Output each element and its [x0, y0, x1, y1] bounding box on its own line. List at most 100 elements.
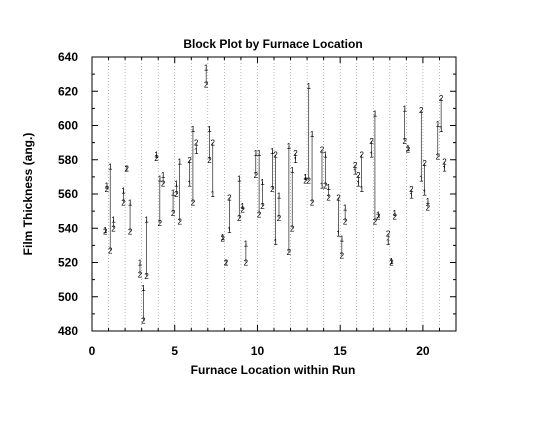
data-point-marker: 2 — [171, 209, 176, 218]
data-point-marker: 2 — [108, 247, 113, 256]
data-point-marker: 2 — [227, 193, 232, 202]
data-point-marker: 1 — [207, 125, 212, 134]
data-point-marker: 2 — [105, 185, 110, 194]
data-point-marker: 1 — [303, 173, 308, 182]
data-point-marker: 1 — [336, 229, 341, 238]
y-axis-label: Film Thickness (ang.) — [21, 133, 35, 256]
data-point-marker: 1 — [161, 171, 166, 180]
data-point-marker: 2 — [128, 228, 133, 237]
data-point-marker: 1 — [108, 163, 113, 172]
x-tick-label: 20 — [416, 344, 430, 358]
data-point-marker: 2 — [406, 145, 411, 154]
data-point-marker: 1 — [393, 209, 398, 218]
data-point-marker: 1 — [419, 175, 424, 184]
x-tick-label: 5 — [171, 344, 178, 358]
data-point-marker: 1 — [237, 175, 242, 184]
data-point-marker: 2 — [194, 139, 199, 148]
y-tick-label: 520 — [58, 256, 78, 270]
y-tick-label: 500 — [58, 290, 78, 304]
axis-layer: 0 5 10 15 20 480 500 520 540 560 580 600 620 640 — [58, 50, 456, 358]
data-point-marker: 2 — [376, 212, 381, 221]
data-point-marker: 2 — [409, 185, 414, 194]
y-tick-label: 540 — [58, 221, 78, 235]
data-point-marker: 2 — [144, 272, 149, 281]
data-point-marker: 2 — [260, 202, 265, 211]
data-point-marker: 1 — [244, 240, 249, 249]
data-point-marker: 1 — [369, 151, 374, 160]
data-point-marker: 1 — [343, 204, 348, 213]
data-point-marker: 1 — [125, 164, 130, 173]
data-point-marker: 2 — [154, 154, 159, 163]
data-point-marker: 2 — [386, 229, 391, 238]
data-point-marker: 2 — [111, 224, 116, 233]
data-point-marker: 2 — [257, 211, 262, 220]
data-point-marker: 2 — [244, 259, 249, 268]
data-point-marker: 1 — [194, 147, 199, 156]
data-point-marker: 2 — [293, 149, 298, 158]
data-point-marker: 1 — [141, 284, 146, 293]
data-point-marker: 1 — [373, 110, 378, 119]
data-point-marker: 2 — [310, 199, 315, 208]
data-point-marker: 2 — [436, 152, 441, 161]
data-point-marker: 1 — [158, 175, 163, 184]
data-point-marker: 2 — [158, 219, 163, 228]
data-point-marker: 1 — [270, 147, 275, 156]
data-point-marker: 1 — [128, 199, 133, 208]
data-point-marker: 2 — [419, 106, 424, 115]
grid-layer — [108, 57, 440, 331]
data-point-marker: 2 — [141, 317, 146, 326]
data-point-marker: 1 — [426, 197, 431, 206]
data-point-marker: 1 — [154, 151, 159, 160]
data-point-marker: 2 — [177, 217, 182, 226]
data-point-marker: 1 — [356, 180, 361, 189]
data-point-marker: 1 — [287, 142, 292, 151]
data-point-marker: 2 — [121, 199, 126, 208]
data-point-marker: 1 — [323, 151, 328, 160]
data-point-marker: 2 — [187, 156, 192, 165]
data-point-marker: 2 — [442, 157, 447, 166]
data-point-marker: 2 — [359, 151, 364, 160]
data-point-marker: 1 — [310, 130, 315, 139]
data-point-marker: 2 — [320, 145, 325, 154]
data-point-marker: 1 — [121, 187, 126, 196]
data-point-marker: 1 — [227, 226, 232, 235]
data-point-marker: 2 — [356, 171, 361, 180]
x-tick-label: 10 — [251, 344, 265, 358]
data-point-marker: 2 — [287, 248, 292, 257]
data-point-marker: 1 — [204, 63, 209, 72]
data-point-marker: 2 — [373, 217, 378, 226]
y-tick-label: 480 — [58, 324, 78, 338]
data-point-marker: 1 — [326, 183, 331, 192]
data-point-marker: 1 — [422, 188, 427, 197]
data-point-marker: 1 — [340, 235, 345, 244]
data-point-marker: 2 — [211, 139, 216, 148]
data-point-marker: 2 — [103, 228, 108, 237]
data-point-marker: 2 — [191, 199, 196, 208]
data-point-marker: 1 — [293, 156, 298, 165]
data-point-marker: 1 — [436, 120, 441, 129]
data-point-marker: 1 — [386, 238, 391, 247]
data-point-marker: 2 — [303, 176, 308, 185]
data-point-marker: 1 — [240, 202, 245, 211]
data-point-marker: 1 — [257, 149, 262, 158]
data-point-marker: 1 — [220, 233, 225, 242]
data-point-marker: 1 — [211, 190, 216, 199]
data-point-marker: 2 — [307, 176, 312, 185]
data-point-marker: 1 — [409, 192, 414, 201]
data-point-marker: 2 — [439, 94, 444, 103]
data-point-marker: 2 — [336, 193, 341, 202]
x-axis-label: Furnace Location within Run — [191, 363, 356, 377]
data-point-marker: 2 — [161, 180, 166, 189]
data-point-marker: 1 — [138, 259, 143, 268]
data-point-marker: 2 — [402, 137, 407, 146]
data-point-marker: 2 — [326, 193, 331, 202]
x-tick-label: 15 — [334, 344, 348, 358]
data-point-marker: 2 — [277, 214, 282, 223]
data-point-marker: 1 — [177, 157, 182, 166]
data-point-marker: 2 — [273, 151, 278, 160]
data-point-marker: 1 — [191, 125, 196, 134]
block-links-layer — [104, 67, 445, 321]
data-point-marker: 1 — [320, 181, 325, 190]
data-point-marker: 1 — [260, 178, 265, 187]
